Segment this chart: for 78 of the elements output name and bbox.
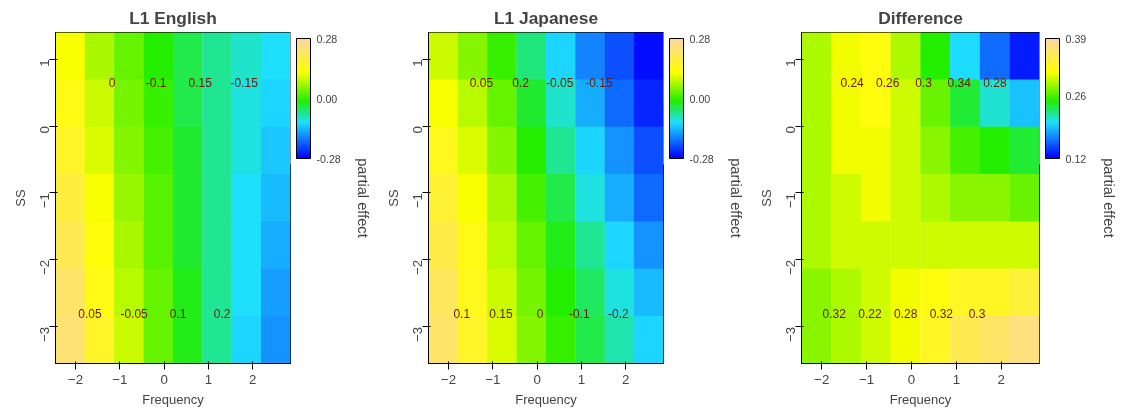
annotation: 0.05 xyxy=(469,75,494,90)
annotation: 0.24 xyxy=(840,75,865,90)
y-tick-label: −1 xyxy=(37,192,52,209)
color-bar-label: -0.28 xyxy=(316,152,341,165)
color-bar-label: 0.00 xyxy=(689,92,711,105)
chart-title: Difference xyxy=(878,7,964,28)
annotation: 0.15 xyxy=(188,75,213,90)
annotation: 0 xyxy=(108,75,116,90)
color-bar-label: 0.28 xyxy=(689,32,711,45)
color-bar-label: 0.26 xyxy=(1065,90,1087,103)
y-tick-label: −2 xyxy=(410,259,425,276)
x-tick-label: −2 xyxy=(440,371,457,387)
y-tick-label: −3 xyxy=(783,326,798,342)
x-tick-label: 1 xyxy=(204,371,213,387)
y-axis-title: SS xyxy=(12,189,28,207)
x-tick-label: −2 xyxy=(814,371,830,387)
y-tick-label: 1 xyxy=(410,59,425,67)
x-tick-label: −1 xyxy=(112,371,128,387)
x-axis-title: Frequency xyxy=(889,391,952,407)
annotation: -0.15 xyxy=(585,75,613,90)
annotation: 0.34 xyxy=(947,75,972,90)
annotation: 0.05 xyxy=(78,307,103,322)
x-tick-label: 1 xyxy=(577,371,586,387)
x-tick-label: 1 xyxy=(952,371,961,387)
annotation: -0.05 xyxy=(546,75,574,90)
x-tick-label: 0 xyxy=(907,371,916,387)
color-bar-label: 0.39 xyxy=(1065,32,1087,45)
x-axis-title: Frequency xyxy=(142,391,205,407)
x-tick-label: 0 xyxy=(160,371,168,387)
annotation: 0.15 xyxy=(489,307,513,322)
annotation: 0.1 xyxy=(169,307,187,322)
annotation: 0 xyxy=(536,307,544,322)
y-tick-label: −3 xyxy=(37,326,52,342)
color-bar-label: 0.12 xyxy=(1065,152,1087,165)
annotation: -0.05 xyxy=(120,307,149,322)
annotation: 0.22 xyxy=(858,307,882,322)
y-tick-label: −3 xyxy=(410,326,425,342)
x-tick-label: −1 xyxy=(859,371,875,387)
color-bar-label: -0.28 xyxy=(689,152,714,165)
x-tick-label: −2 xyxy=(67,371,84,387)
chart-title: L1 English xyxy=(129,7,217,28)
x-tick-label: −1 xyxy=(485,371,501,387)
annotation: 0.32 xyxy=(929,307,954,322)
y-tick-label: 1 xyxy=(37,59,52,67)
annotation: 0.2 xyxy=(213,307,231,322)
x-axis-title: Frequency xyxy=(515,391,578,407)
annotation: -0.1 xyxy=(568,307,590,322)
x-tick-label: 2 xyxy=(997,371,1006,387)
color-bar-title: partial effect xyxy=(354,158,371,238)
y-axis-title: SS xyxy=(385,189,401,207)
x-tick-label: 0 xyxy=(533,371,541,387)
y-tick-label: −1 xyxy=(783,192,798,209)
chart-title: L1 Japanese xyxy=(493,7,599,28)
color-bar-title: partial effect xyxy=(727,158,744,238)
annotation: 0.28 xyxy=(893,307,918,322)
annotation: 0.32 xyxy=(822,307,847,322)
y-tick-label: −2 xyxy=(783,259,798,276)
annotation: 0.1 xyxy=(453,307,471,322)
y-tick-label: 0 xyxy=(37,126,52,134)
annotation: 0.3 xyxy=(915,75,933,90)
annotation: -0.2 xyxy=(608,307,630,322)
color-bar-label: 0.00 xyxy=(316,92,338,105)
annotation: -0.15 xyxy=(230,75,259,90)
x-tick-label: 2 xyxy=(622,371,630,387)
annotation: 0.28 xyxy=(983,75,1007,90)
y-tick-label: −1 xyxy=(410,192,425,209)
annotation: -0.1 xyxy=(145,75,167,90)
y-tick-label: 1 xyxy=(783,59,798,67)
annotation: 0.26 xyxy=(876,75,900,90)
y-tick-label: −2 xyxy=(37,259,52,276)
annotation: 0.2 xyxy=(512,75,530,90)
y-tick-label: 0 xyxy=(410,126,425,134)
y-axis-title: SS xyxy=(758,189,774,207)
color-bar-title: partial effect xyxy=(1100,158,1117,238)
y-tick-label: 0 xyxy=(783,126,798,134)
color-bar-label: 0.28 xyxy=(316,32,338,45)
annotation: 0.3 xyxy=(968,307,986,322)
x-tick-label: 2 xyxy=(249,371,257,387)
